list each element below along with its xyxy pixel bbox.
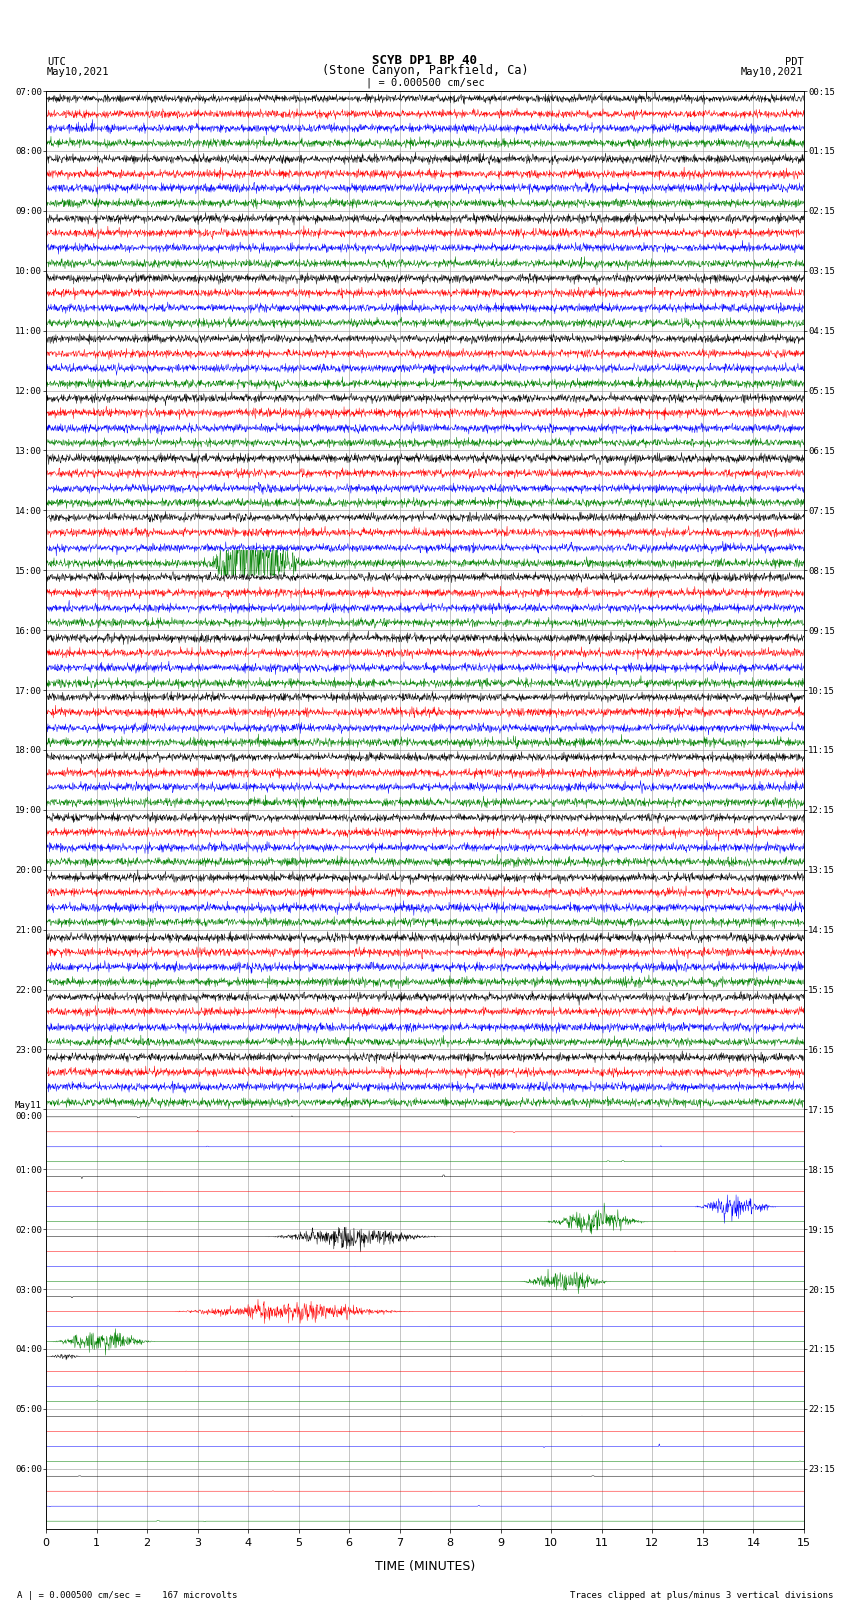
Text: (Stone Canyon, Parkfield, Ca): (Stone Canyon, Parkfield, Ca) — [321, 65, 529, 77]
Text: UTC: UTC — [47, 56, 65, 66]
Text: A | = 0.000500 cm/sec =    167 microvolts: A | = 0.000500 cm/sec = 167 microvolts — [17, 1590, 237, 1600]
Text: Traces clipped at plus/minus 3 vertical divisions: Traces clipped at plus/minus 3 vertical … — [570, 1590, 833, 1600]
Text: SCYB DP1 BP 40: SCYB DP1 BP 40 — [372, 53, 478, 66]
Text: May10,2021: May10,2021 — [740, 68, 803, 77]
Text: PDT: PDT — [785, 56, 803, 66]
Text: | = 0.000500 cm/sec: | = 0.000500 cm/sec — [366, 77, 484, 87]
X-axis label: TIME (MINUTES): TIME (MINUTES) — [375, 1560, 475, 1573]
Text: May10,2021: May10,2021 — [47, 68, 110, 77]
